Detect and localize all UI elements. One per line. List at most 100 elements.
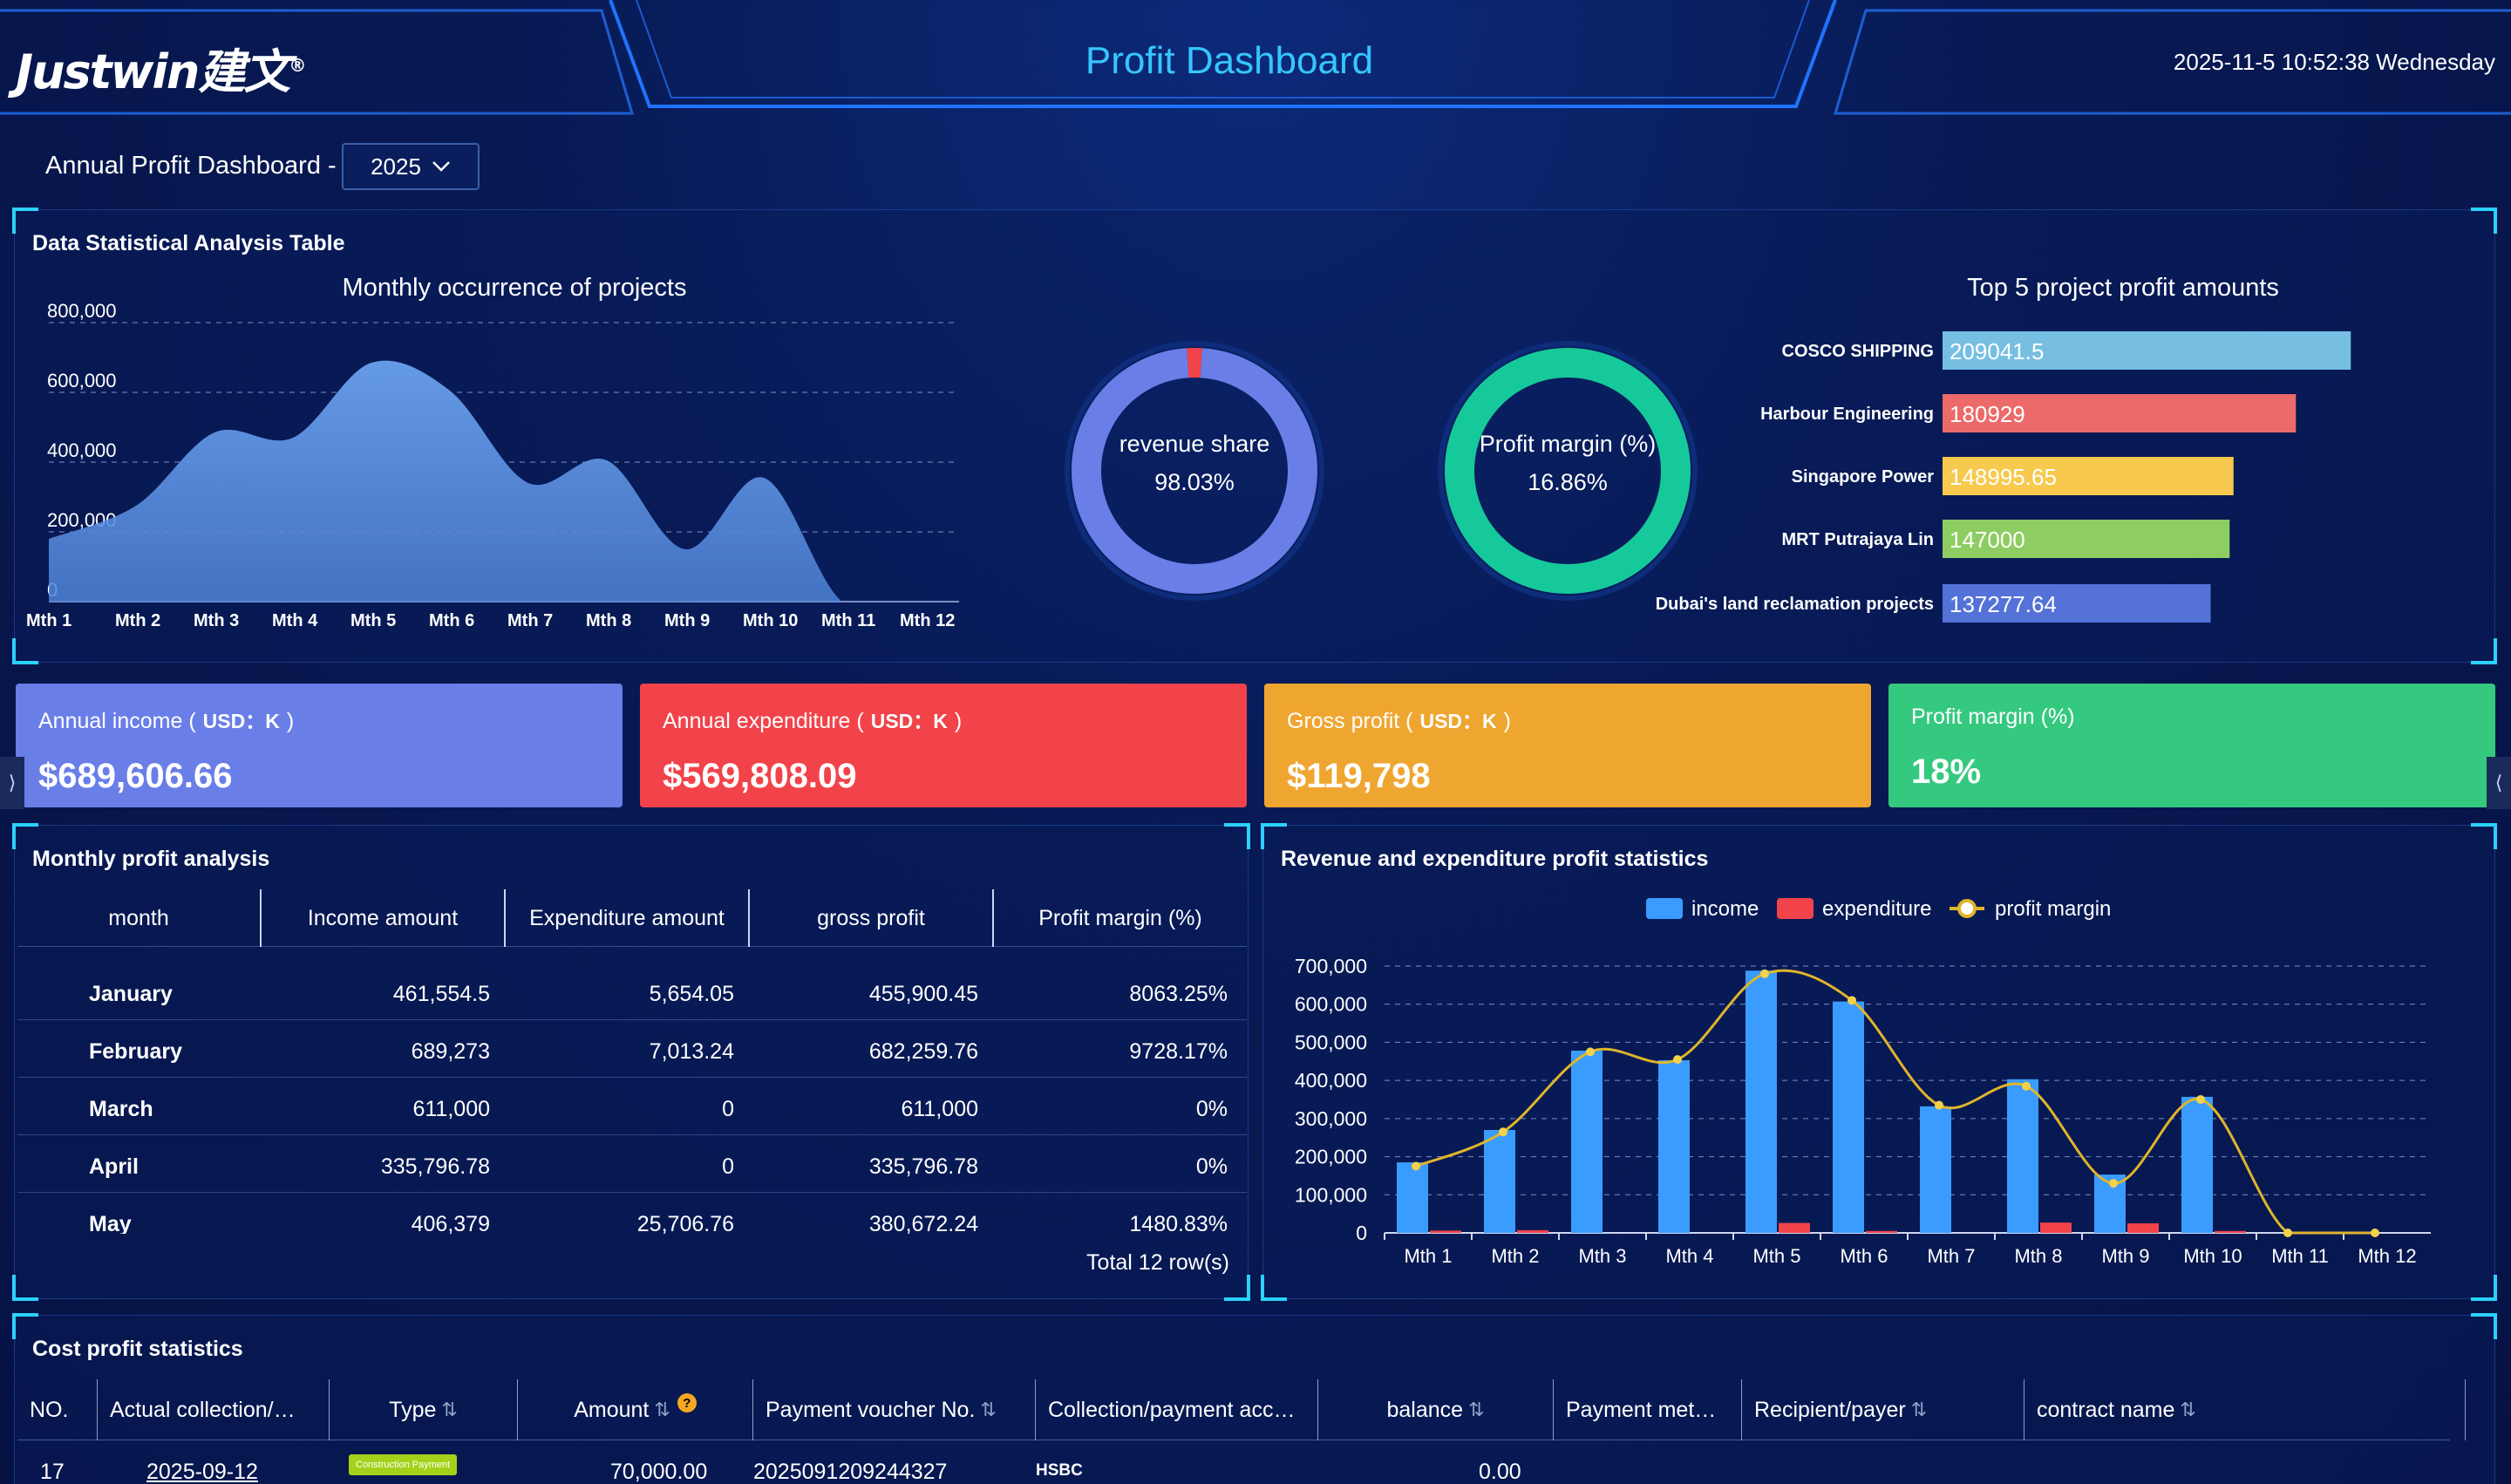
column-header: gross profit: [750, 889, 994, 947]
kpi-value: $119,798: [1287, 757, 1431, 795]
revenue-panel-title: Revenue and expenditure profit statistic…: [1281, 847, 1709, 871]
sort-icon[interactable]: ⇅: [1468, 1399, 1485, 1420]
chevron-down-icon: [432, 161, 450, 172]
profit-margin-donut: [1438, 341, 1698, 601]
profit-margin-point[interactable]: [2022, 1081, 2031, 1091]
profit-margin-point[interactable]: [2196, 1095, 2205, 1104]
cost-column-header: Actual collection/…: [98, 1379, 330, 1440]
income-bar[interactable]: [1745, 970, 1777, 1233]
table-row[interactable]: May 406,379 25,706.76 380,672.24 1480.83%: [17, 1193, 1247, 1234]
profit-margin-point[interactable]: [2283, 1229, 2292, 1237]
month-cell: March: [89, 1097, 153, 1121]
year-select[interactable]: 2025: [342, 143, 480, 190]
income-bar[interactable]: [2007, 1079, 2038, 1233]
profit-margin-point[interactable]: [1848, 996, 1856, 1005]
cost-column-header[interactable]: Amount ⇅?: [518, 1379, 753, 1440]
revenue-panel: Revenue and expenditure profit statistic…: [1261, 823, 2497, 1301]
legend-label[interactable]: income: [1691, 897, 1759, 921]
table-cell: 0: [722, 1097, 734, 1121]
profit-margin-point[interactable]: [1412, 1161, 1420, 1171]
table-row[interactable]: January 461,554.5 5,654.05 455,900.45 8063.2…: [17, 963, 1247, 1020]
cost-column-label: Payment met…: [1566, 1397, 1717, 1422]
top5-category-label: Singapore Power: [1792, 467, 1935, 487]
table-row[interactable]: February 689,273 7,013.24 682,259.76 9728.17…: [17, 1020, 1247, 1078]
left-scroll-arrow[interactable]: ⟩: [0, 757, 24, 809]
donut-slice: [1445, 348, 1691, 594]
sort-icon[interactable]: ⇅: [1910, 1399, 1928, 1420]
legend-label[interactable]: profit margin: [1995, 897, 2111, 921]
cost-column-header[interactable]: Type ⇅: [330, 1379, 518, 1440]
cost-column-label: NO.: [30, 1397, 69, 1422]
top5-bar-chart: COSCO SHIPPING 209041.5 Harbour Engineerin…: [1656, 331, 2351, 623]
year-value: 2025: [371, 153, 421, 180]
expenditure-bar[interactable]: [2215, 1230, 2246, 1233]
profit-margin-point[interactable]: [1673, 1055, 1682, 1065]
top5-bar: [1943, 394, 2297, 432]
legend-swatch[interactable]: [1777, 898, 1814, 919]
legend-label[interactable]: expenditure: [1822, 897, 1931, 921]
income-bar[interactable]: [1833, 1001, 1864, 1233]
income-bar[interactable]: [2181, 1096, 2213, 1233]
sort-icon[interactable]: ⇅: [980, 1399, 997, 1420]
table-cell: 611,000: [412, 1097, 490, 1121]
income-bar[interactable]: [1484, 1129, 1515, 1233]
expenditure-bar[interactable]: [1430, 1230, 1461, 1233]
right-scroll-arrow[interactable]: ⟨: [2487, 757, 2511, 809]
income-bar[interactable]: [1397, 1162, 1428, 1233]
cost-column-label: contract name: [2037, 1397, 2175, 1422]
column-header: Expenditure amount: [506, 889, 750, 947]
month-cell: April: [89, 1154, 139, 1179]
expenditure-bar[interactable]: [1779, 1222, 1810, 1233]
table-cell: 406,379: [411, 1212, 490, 1234]
sort-icon[interactable]: ⇅: [2180, 1399, 2196, 1420]
x-tick-label: Mth 9: [664, 611, 710, 630]
income-bar[interactable]: [1658, 1059, 1690, 1233]
x-tick-label: Mth 6: [429, 611, 474, 630]
profit-margin-point[interactable]: [1499, 1127, 1507, 1137]
income-bar[interactable]: [1920, 1106, 1951, 1233]
sort-icon[interactable]: ⇅: [441, 1399, 458, 1420]
x-tick-label: Mth 10: [743, 611, 798, 630]
profit-margin-point[interactable]: [1760, 969, 1769, 978]
cost-column-header[interactable]: contract name ⇅: [2024, 1379, 2466, 1440]
top5-bar: [1943, 584, 2211, 623]
x-tick-label: Mth 6: [1840, 1245, 1888, 1267]
cost-column-label: Actual collection/…: [110, 1397, 296, 1422]
x-tick-label: Mth 5: [350, 611, 396, 630]
table-cell: 5,654.05: [649, 982, 734, 1006]
cost-column-header[interactable]: Recipient/payer ⇅: [1742, 1379, 2024, 1440]
legend-dot[interactable]: [1957, 899, 1977, 918]
expenditure-bar[interactable]: [2040, 1222, 2072, 1233]
expenditure-bar[interactable]: [1517, 1229, 1548, 1233]
expenditure-bar[interactable]: [2127, 1223, 2159, 1233]
table-cell: 689,273: [411, 1039, 490, 1064]
cost-column-label: Type: [389, 1397, 437, 1422]
profit-margin-point[interactable]: [2109, 1179, 2118, 1188]
income-bar[interactable]: [1571, 1051, 1603, 1233]
top5-category-label: COSCO SHIPPING: [1782, 342, 1934, 361]
profit-margin-point[interactable]: [1586, 1047, 1595, 1057]
cost-column-header[interactable]: balance ⇅: [1318, 1379, 1554, 1440]
profit-margin-donut-value: 16.86%: [1528, 469, 1608, 495]
kpi-label: Profit margin (%): [1911, 705, 2473, 730]
legend-swatch[interactable]: [1646, 898, 1683, 919]
table-cell: 0: [722, 1154, 734, 1179]
cost-column-header[interactable]: Payment voucher No. ⇅: [753, 1379, 1036, 1440]
y-tick-label: 0: [1356, 1222, 1367, 1244]
table-row[interactable]: March 611,000 0 611,000 0%: [17, 1078, 1247, 1135]
datetime-display: 2025-11-5 10:52:38 Wednesday: [2173, 49, 2495, 75]
cost-column-label: Amount: [574, 1397, 650, 1422]
profit-margin-point[interactable]: [1935, 1100, 1943, 1110]
row-date[interactable]: 2025-09-12: [146, 1460, 258, 1484]
help-icon[interactable]: ?: [677, 1393, 697, 1413]
x-tick-label: Mth 1: [26, 611, 71, 630]
sort-icon[interactable]: ⇅: [654, 1399, 670, 1420]
table-cell: 335,796.78: [380, 1154, 490, 1179]
table-cell: 455,900.45: [868, 982, 978, 1006]
cost-table-row[interactable]: 17 2025-09-12 Construction Payment 70,00…: [17, 1440, 2450, 1484]
expenditure-bar[interactable]: [1866, 1230, 1897, 1233]
y-tick-label: 600,000: [47, 370, 117, 391]
profit-margin-point[interactable]: [2371, 1229, 2379, 1237]
table-row[interactable]: April 335,796.78 0 335,796.78 0%: [17, 1135, 1247, 1193]
